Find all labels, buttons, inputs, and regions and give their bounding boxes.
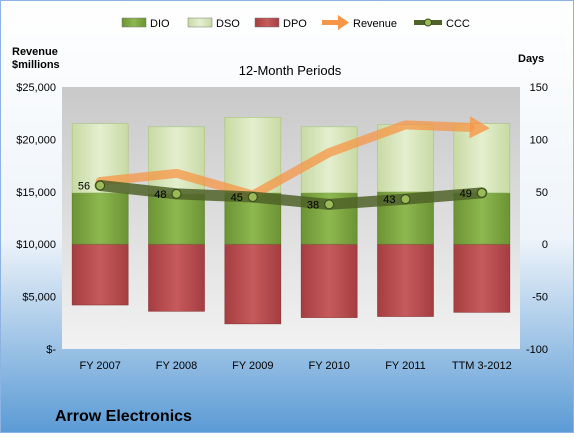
company-name: Arrow Electronics bbox=[55, 408, 192, 425]
lines: 56 48 45 38 43 49 bbox=[78, 116, 490, 211]
category-label: FY 2011 bbox=[385, 360, 426, 372]
ccc-data-label: 45 bbox=[231, 192, 243, 204]
legend-item: Revenue bbox=[322, 15, 397, 30]
left-tick-label: $20,000 bbox=[16, 134, 56, 146]
dpo-bar bbox=[453, 243, 511, 313]
left-tick-label: $25,000 bbox=[16, 82, 56, 94]
right-tick-label: -50 bbox=[532, 292, 548, 304]
left-tick-label: $15,000 bbox=[16, 187, 56, 199]
legend-label: DIO bbox=[150, 18, 170, 30]
revenue-line bbox=[95, 120, 475, 200]
legend: DIO DSO DPO Revenue CCC bbox=[121, 15, 470, 30]
ccc-data-label: 49 bbox=[460, 188, 472, 200]
ccc-point bbox=[476, 187, 487, 198]
legend-item: DIO bbox=[121, 17, 170, 30]
left-axis-ticks: $- $5,000 $10,000 $15,000 $20,000 $25,000 bbox=[16, 82, 56, 356]
legend-arrow-head bbox=[338, 15, 349, 30]
ccc-data-label: 43 bbox=[383, 194, 395, 206]
legend-swatch bbox=[121, 17, 147, 28]
legend-marker bbox=[424, 18, 432, 27]
left-tick-label: $10,000 bbox=[16, 239, 56, 251]
ccc-data-label: 56 bbox=[78, 181, 90, 193]
dpo-bar bbox=[148, 243, 205, 312]
legend-item: DSO bbox=[187, 17, 240, 30]
category-label: TTM 3-2012 bbox=[452, 360, 512, 372]
right-tick-label: 150 bbox=[530, 82, 548, 94]
right-tick-label: 50 bbox=[536, 187, 548, 199]
dio-bar bbox=[148, 193, 205, 245]
ccc-point bbox=[171, 188, 182, 199]
dpo-bar bbox=[224, 243, 282, 325]
right-axis-label: Days bbox=[518, 53, 544, 65]
ccc-point bbox=[247, 191, 258, 203]
ccc-data-label: 48 bbox=[154, 189, 166, 201]
category-label: FY 2008 bbox=[156, 360, 197, 372]
left-axis-label-line-1: Revenue bbox=[12, 46, 58, 58]
legend-label: DPO bbox=[283, 18, 307, 30]
right-axis-ticks: -100 -50 0 50 100 150 bbox=[526, 82, 548, 356]
ccc-point bbox=[95, 180, 106, 191]
category-label: FY 2009 bbox=[232, 360, 273, 372]
left-tick-label: $5,000 bbox=[22, 292, 56, 304]
legend-item: DPO bbox=[254, 17, 307, 30]
dso-bar bbox=[453, 123, 511, 194]
left-axis-label-line-2: $millions bbox=[12, 59, 60, 71]
revenue-arrow-head bbox=[469, 116, 490, 139]
ccc-point bbox=[324, 199, 335, 210]
dpo-bar bbox=[71, 243, 129, 306]
right-tick-label: 100 bbox=[530, 134, 548, 146]
dso-bar bbox=[148, 126, 205, 195]
dpo-bar bbox=[377, 243, 434, 317]
ccc-data-label: 38 bbox=[307, 199, 319, 211]
ccc-line bbox=[94, 180, 488, 210]
legend-label: Revenue bbox=[353, 18, 397, 30]
right-tick-label: 0 bbox=[542, 239, 548, 251]
legend-label: CCC bbox=[446, 18, 470, 30]
legend-swatch bbox=[187, 17, 213, 28]
category-label: FY 2010 bbox=[308, 360, 349, 372]
ccc-point bbox=[400, 194, 411, 205]
category-labels: FY 2007 FY 2008 FY 2009 FY 2010 FY 2011 TTM 3… bbox=[79, 360, 511, 372]
legend-label: DSO bbox=[216, 18, 240, 30]
legend-swatch bbox=[254, 17, 280, 28]
right-tick-label: -100 bbox=[526, 344, 548, 356]
dpo-bar bbox=[300, 243, 358, 318]
dio-bar bbox=[453, 192, 511, 245]
category-label: FY 2007 bbox=[79, 360, 120, 372]
chart-title: 12-Month Periods bbox=[239, 63, 342, 78]
dio-bar bbox=[71, 192, 129, 245]
left-tick-label: $- bbox=[46, 344, 56, 356]
legend-item: CCC bbox=[414, 18, 470, 30]
